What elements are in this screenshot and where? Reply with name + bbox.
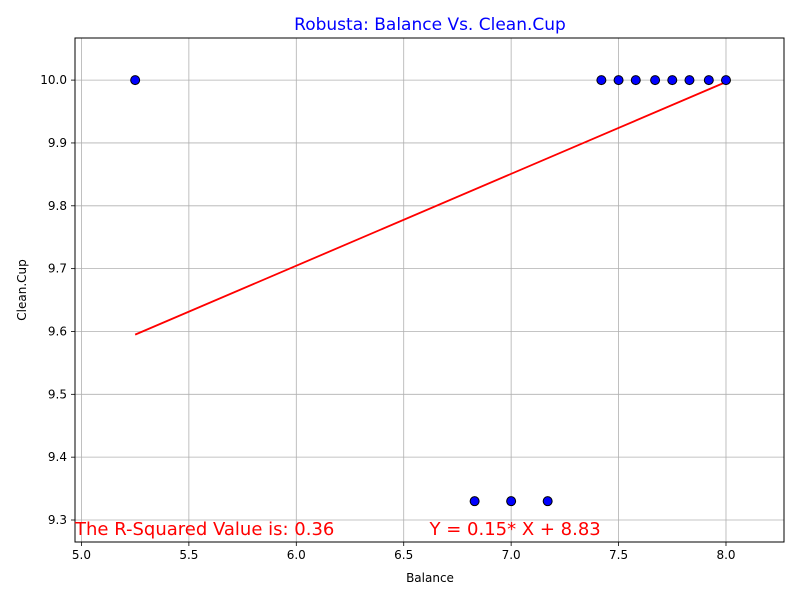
- y-tick-label: 9.8: [48, 199, 67, 213]
- annotation-text: The R-Squared Value is: 0.36: [74, 519, 334, 540]
- x-tick-label: 6.5: [394, 548, 413, 562]
- regression-line-group: [134, 81, 727, 336]
- scatter-point: [469, 496, 480, 507]
- scatter-point: [506, 496, 517, 507]
- scatter-point: [130, 75, 141, 86]
- scatter-point: [703, 75, 714, 86]
- x-tick-label: 6.0: [287, 548, 306, 562]
- x-tick-label: 5.0: [72, 548, 91, 562]
- plot-area: [74, 37, 785, 543]
- y-tick-label: 10.0: [40, 73, 67, 87]
- x-tick-label: 7.5: [609, 548, 628, 562]
- x-tick-label: 5.5: [179, 548, 198, 562]
- x-tick-label: 8.0: [716, 548, 735, 562]
- scatter-point: [613, 75, 624, 86]
- scatter-point: [684, 75, 695, 86]
- regression-line: [134, 81, 727, 336]
- y-axis-label: Clean.Cup: [15, 259, 29, 320]
- y-axis-ticks: 9.3 9.4 9.5 9.6 9.7 9.8 9.9 10.0: [40, 73, 75, 527]
- scatter-point: [542, 496, 553, 507]
- scatter-point: [630, 75, 641, 86]
- y-tick-label: 9.6: [48, 324, 67, 338]
- scatter-point: [667, 75, 678, 86]
- annotations: The R-Squared Value is: 0.36 Y = 0.15* X …: [74, 519, 601, 540]
- y-tick-label: 9.4: [48, 450, 67, 464]
- y-tick-label: 9.3: [48, 513, 67, 527]
- scatter-point: [596, 75, 607, 86]
- scatter-point: [650, 75, 661, 86]
- x-tick-label: 7.0: [502, 548, 521, 562]
- scatter-point: [720, 75, 731, 86]
- annotation-text: Y = 0.15* X + 8.83: [429, 519, 601, 540]
- x-axis-label: Balance: [406, 571, 454, 585]
- grid-lines: [75, 38, 784, 542]
- x-axis-ticks: 5.0 5.5 6.0 6.5 7.0 7.5 8.0: [72, 542, 736, 562]
- y-tick-label: 9.5: [48, 387, 67, 401]
- y-tick-label: 9.9: [48, 136, 67, 150]
- data-points: [130, 75, 731, 507]
- y-tick-label: 9.7: [48, 262, 67, 276]
- chart-title: Robusta: Balance Vs. Clean.Cup: [294, 15, 566, 35]
